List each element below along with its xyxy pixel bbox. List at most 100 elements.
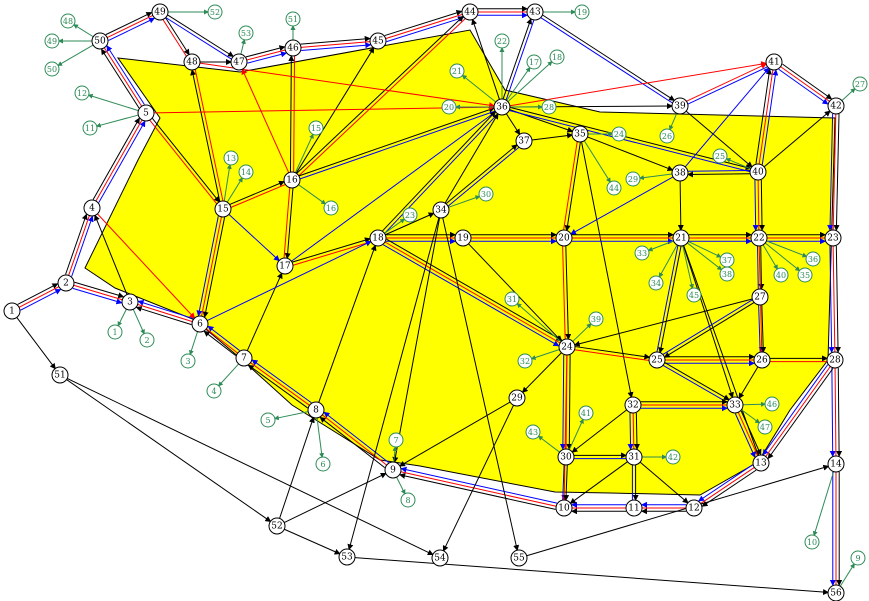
edge-24-25-black — [575, 346, 651, 360]
edge-47-46-black — [245, 45, 286, 58]
tag-8: 8 — [400, 492, 416, 508]
tag-label: 12 — [77, 89, 87, 98]
tag-label: 50 — [47, 65, 57, 74]
edge-52-9-black — [283, 472, 387, 523]
tag-circle — [44, 33, 60, 49]
node-label: 10 — [558, 504, 570, 514]
tag-label: 37 — [722, 256, 732, 265]
edge-10-9-red — [400, 471, 562, 511]
tag-link-11 — [95, 114, 139, 128]
edge-32-31-blue — [627, 413, 634, 451]
edge-47-46-red — [241, 49, 286, 65]
edge-16-45-black — [295, 46, 375, 174]
tag-18: 18 — [549, 49, 565, 65]
edge-35-38-black — [587, 136, 674, 172]
edge-34-37-black — [445, 144, 518, 205]
edge-35-20-black — [564, 142, 581, 232]
tag-circle — [206, 383, 222, 399]
tag-label: 52 — [210, 8, 220, 17]
node-circle — [51, 366, 69, 384]
node-label: 40 — [752, 168, 764, 178]
tag-26: 26 — [659, 128, 675, 144]
tag-circle — [541, 99, 557, 115]
tag-label: 45 — [689, 291, 699, 300]
node-label: 46 — [287, 44, 299, 54]
tag-circle — [719, 266, 735, 282]
tag-label: 22 — [497, 37, 507, 46]
edge-16-44-red — [293, 18, 466, 182]
node-circle — [121, 293, 139, 311]
edge-32-31-red — [630, 407, 637, 450]
edge-18-24-blue — [383, 244, 560, 347]
edge-36-41-red — [509, 61, 768, 107]
edge-43-39-black — [542, 14, 675, 101]
tag-label: 41 — [581, 409, 591, 418]
edge-27-25-blue — [662, 294, 759, 355]
tag-label: 7 — [393, 436, 398, 445]
tag-link-12 — [87, 93, 139, 112]
tag-link-1 — [117, 308, 127, 327]
edge-16-17-red — [283, 182, 294, 258]
node-circle — [432, 201, 450, 219]
tag-label: 11 — [85, 124, 95, 133]
tag-label: 30 — [481, 190, 491, 199]
edge-25-33-blue — [657, 360, 728, 403]
node-circle — [827, 584, 845, 601]
tag-circle — [139, 332, 155, 348]
node-44: 44 — [461, 3, 479, 21]
tag-circle — [588, 311, 604, 327]
node-circle — [648, 351, 666, 369]
tag-circle — [494, 33, 510, 49]
tag-44: 44 — [606, 180, 622, 196]
node-21: 21 — [672, 229, 690, 247]
tag-link-33 — [647, 240, 674, 252]
edge-9-8-red — [322, 414, 393, 471]
node-circle — [753, 351, 771, 369]
tag-link-15 — [294, 133, 314, 173]
edge-28-14-red — [832, 362, 839, 457]
tag-link-8 — [396, 476, 406, 495]
node-circle — [625, 448, 643, 466]
edge-42-23-black — [833, 114, 840, 232]
tag-48: 48 — [60, 13, 76, 29]
tag-label: 10 — [807, 538, 817, 547]
tag-link-29 — [638, 173, 673, 181]
tag-20: 20 — [441, 99, 457, 115]
node-4: 4 — [83, 199, 101, 217]
node-label: 47 — [233, 58, 245, 68]
node-label: 36 — [496, 103, 508, 113]
edge-53-56-black — [354, 557, 830, 596]
edge-50-49-red — [101, 15, 154, 43]
edge-40-38-black — [687, 171, 751, 178]
tag-circle — [634, 245, 650, 261]
tag-27: 27 — [852, 76, 868, 92]
edge-24-10-red — [561, 354, 568, 502]
tag-circle — [606, 180, 622, 196]
edge-16-47-red — [241, 68, 290, 173]
edge-6-3-blue — [137, 299, 194, 320]
node-circle — [369, 229, 387, 247]
node-37: 37 — [515, 132, 533, 150]
node-22: 22 — [750, 229, 768, 247]
node-11: 11 — [625, 499, 643, 517]
edge-34-9-black — [392, 217, 441, 464]
node-26: 26 — [753, 351, 771, 369]
tag-51: 51 — [285, 11, 301, 27]
node-label: 11 — [628, 504, 639, 514]
tag-link-40 — [762, 244, 778, 270]
tag-label: 23 — [405, 211, 415, 220]
tag-circle — [526, 54, 542, 70]
tag-circle — [285, 11, 301, 27]
tag-circle — [107, 324, 123, 340]
tag-label: 28 — [544, 103, 554, 112]
edge-18-34-black — [385, 212, 435, 236]
tag-link-47 — [741, 409, 761, 424]
edge-23-28-red — [830, 240, 837, 353]
tag-label: 36 — [808, 255, 818, 264]
edge-4-5-red — [90, 119, 143, 207]
tags-layer: 1234567891011121314151617181920212223242… — [44, 4, 868, 566]
tag-label: 13 — [226, 154, 236, 163]
tag-label: 38 — [722, 270, 732, 279]
edge-37-35-black — [531, 132, 574, 141]
tag-link-48 — [73, 24, 94, 38]
